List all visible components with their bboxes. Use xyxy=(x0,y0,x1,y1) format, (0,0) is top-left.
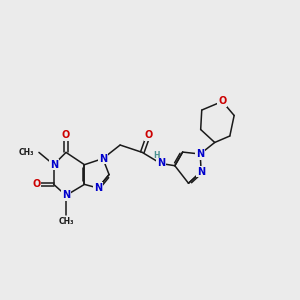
Text: H: H xyxy=(153,151,160,160)
Text: O: O xyxy=(32,179,40,189)
Text: O: O xyxy=(218,96,226,106)
Text: CH₃: CH₃ xyxy=(58,217,74,226)
Text: O: O xyxy=(144,130,152,140)
Text: N: N xyxy=(50,160,58,170)
Text: N: N xyxy=(197,167,205,177)
Text: N: N xyxy=(62,190,70,200)
Text: N: N xyxy=(157,158,165,169)
Text: CH₃: CH₃ xyxy=(19,148,34,157)
Text: N: N xyxy=(94,183,102,193)
Text: N: N xyxy=(99,154,107,164)
Text: O: O xyxy=(62,130,70,140)
Text: N: N xyxy=(196,149,204,159)
